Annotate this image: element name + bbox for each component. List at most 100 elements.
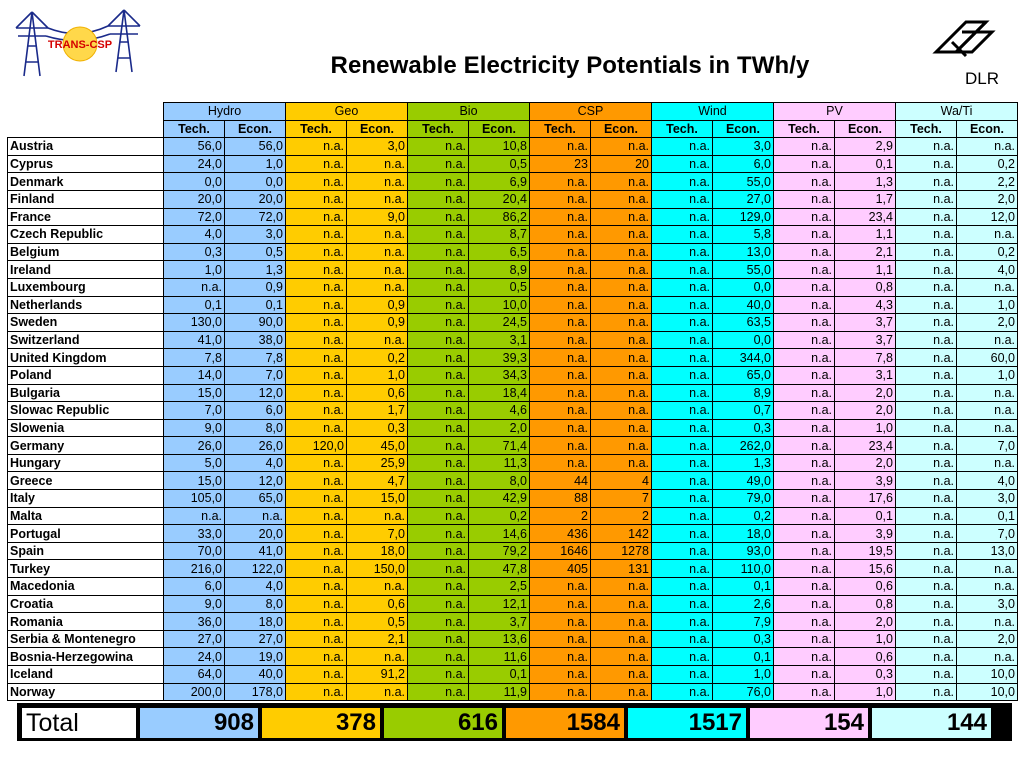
- country-name: Norway: [7, 682, 164, 702]
- value-cell: n.a.: [590, 189, 652, 209]
- value-cell: n.a.: [285, 137, 347, 156]
- value-cell: n.a.: [773, 172, 835, 191]
- value-cell: 105,0: [163, 489, 225, 508]
- value-cell: n.a.: [895, 524, 957, 543]
- value-cell: n.a.: [590, 594, 652, 614]
- value-cell: 3,0: [224, 225, 286, 244]
- value-cell: 18,0: [712, 524, 774, 543]
- value-cell: n.a.: [346, 647, 408, 666]
- value-cell: n.a.: [895, 665, 957, 684]
- value-cell: n.a.: [407, 348, 469, 367]
- value-cell: 63,5: [712, 313, 774, 332]
- value-cell: 7,0: [224, 365, 286, 385]
- logo-right-text: DLR: [965, 69, 999, 88]
- value-cell: n.a.: [895, 260, 957, 279]
- value-cell: 20,0: [163, 189, 225, 209]
- value-cell: 3,0: [712, 137, 774, 156]
- value-cell: n.a.: [590, 418, 652, 438]
- value-cell: 20,0: [224, 524, 286, 543]
- value-cell: n.a.: [346, 154, 408, 174]
- country-name: Sweden: [7, 313, 164, 332]
- value-cell: n.a.: [895, 489, 957, 508]
- value-cell: 7,8: [834, 348, 896, 367]
- value-cell: 70,0: [163, 541, 225, 561]
- value-cell: n.a.: [773, 313, 835, 332]
- value-cell: n.a.: [590, 682, 652, 702]
- country-name: Germany: [7, 436, 164, 455]
- value-cell: n.a.: [773, 506, 835, 526]
- value-cell: 0,8: [834, 277, 896, 297]
- value-cell: n.a.: [529, 436, 591, 455]
- value-cell: 3,0: [956, 489, 1018, 508]
- value-cell: 5,8: [712, 225, 774, 244]
- value-cell: n.a.: [773, 541, 835, 561]
- country-name: Switzerland: [7, 330, 164, 350]
- value-cell: n.a.: [651, 348, 713, 367]
- value-cell: 42,9: [468, 489, 530, 508]
- value-cell: n.a.: [773, 189, 835, 209]
- value-cell: n.a.: [590, 401, 652, 420]
- subheader-row: Tech. Econ. Tech. Econ. Tech. Econ. Tech. Econ.…: [7, 119, 1018, 139]
- group-header-hydro: Hydro: [163, 102, 286, 121]
- value-cell: 91,2: [346, 665, 408, 684]
- country-name: Netherlands: [7, 295, 164, 315]
- table-row: Hungary 5,0 4,0 n.a. 25,9 n.a. 11,3 n.a. n.a. n.a…: [7, 453, 1018, 473]
- value-cell: n.a.: [895, 365, 957, 385]
- value-cell: 0,9: [346, 295, 408, 315]
- value-cell: 1,3: [834, 172, 896, 191]
- value-cell: 8,9: [712, 383, 774, 403]
- value-cell: n.a.: [590, 207, 652, 227]
- value-cell: 0,3: [712, 629, 774, 649]
- value-cell: 6,0: [224, 401, 286, 420]
- value-cell: 7,0: [163, 401, 225, 420]
- subheader-econ: Econ.: [712, 119, 774, 139]
- value-cell: 17,6: [834, 489, 896, 508]
- value-cell: 23,4: [834, 436, 896, 455]
- value-cell: n.a.: [651, 295, 713, 315]
- table-row: Germany 26,0 26,0 120,0 45,0 n.a. 71,4 n.a. n.a.…: [7, 436, 1018, 455]
- value-cell: n.a.: [407, 524, 469, 543]
- value-cell: 2,0: [956, 629, 1018, 649]
- value-cell: 12,0: [224, 383, 286, 403]
- value-cell: 0,3: [712, 418, 774, 438]
- value-cell: n.a.: [407, 330, 469, 350]
- value-cell: n.a.: [285, 629, 347, 649]
- country-name: Czech Republic: [7, 225, 164, 244]
- value-cell: n.a.: [590, 277, 652, 297]
- value-cell: n.a.: [895, 453, 957, 473]
- table-row: Finland 20,0 20,0 n.a. n.a. n.a. 20,4 n.a. n.a. n…: [7, 189, 1018, 209]
- value-cell: n.a.: [407, 189, 469, 209]
- value-cell: n.a.: [529, 453, 591, 473]
- total-value: 144: [870, 706, 993, 740]
- value-cell: n.a.: [285, 260, 347, 279]
- value-cell: 8,7: [468, 225, 530, 244]
- value-cell: 45,0: [346, 436, 408, 455]
- value-cell: 131: [590, 559, 652, 579]
- value-cell: 26,0: [224, 436, 286, 455]
- value-cell: n.a.: [285, 401, 347, 420]
- value-cell: n.a.: [651, 436, 713, 455]
- value-cell: n.a.: [651, 665, 713, 684]
- value-cell: 0,5: [468, 277, 530, 297]
- value-cell: 0,5: [346, 612, 408, 631]
- country-name: Ireland: [7, 260, 164, 279]
- value-cell: n.a.: [529, 365, 591, 385]
- value-cell: 7: [590, 489, 652, 508]
- value-cell: n.a.: [285, 594, 347, 614]
- value-cell: 4,0: [956, 260, 1018, 279]
- country-name: Belgium: [7, 242, 164, 262]
- value-cell: 15,0: [346, 489, 408, 508]
- value-cell: n.a.: [529, 577, 591, 596]
- value-cell: 65,0: [224, 489, 286, 508]
- value-cell: n.a.: [590, 295, 652, 315]
- value-cell: n.a.: [529, 137, 591, 156]
- subheader-tech: Tech.: [163, 119, 225, 139]
- value-cell: n.a.: [651, 629, 713, 649]
- value-cell: 56,0: [224, 137, 286, 156]
- value-cell: 0,0: [712, 277, 774, 297]
- value-cell: 1,3: [224, 260, 286, 279]
- value-cell: 216,0: [163, 559, 225, 579]
- value-cell: 0,1: [834, 506, 896, 526]
- value-cell: n.a.: [895, 277, 957, 297]
- value-cell: 3,9: [834, 524, 896, 543]
